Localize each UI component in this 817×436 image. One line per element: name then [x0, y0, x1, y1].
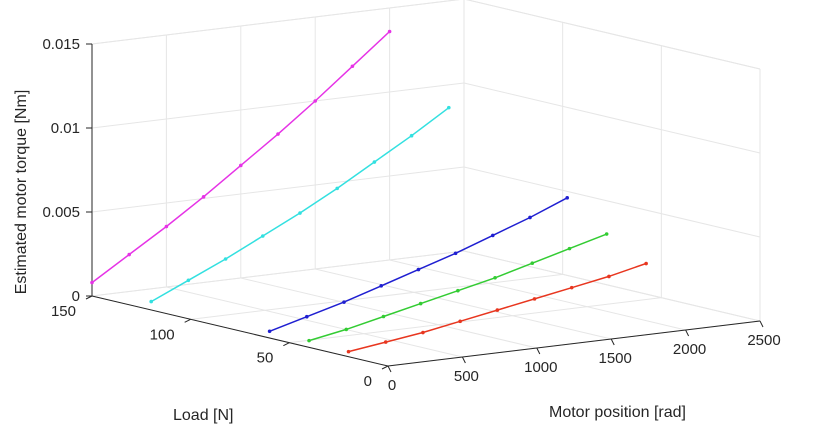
data-point [418, 301, 423, 306]
x-tick-mark-0 [387, 365, 392, 373]
x-tick-label: 1000 [524, 359, 557, 376]
data-point [409, 133, 414, 138]
data-point [381, 314, 386, 319]
back-wall-grid-z-2 [91, 82, 465, 129]
y-tick-label: 100 [150, 326, 175, 343]
data-point [267, 329, 272, 334]
x-tick-mark-4 [685, 329, 690, 337]
side-wall-grid-z-2 [463, 82, 761, 154]
side-wall-grid-z-0 [463, 250, 761, 322]
x-tick-label: 2000 [673, 341, 706, 358]
data-point [607, 274, 611, 279]
axis-layer [91, 44, 761, 367]
back-wall-grid-z-1 [91, 166, 465, 213]
data-point [335, 186, 340, 191]
data-point [383, 340, 388, 344]
data-point [344, 327, 349, 332]
data-point [350, 64, 355, 69]
y-tick-mark-0 [381, 365, 389, 370]
grid-layer [91, 0, 761, 367]
side-wall-grid-z-1 [463, 166, 761, 238]
data-point [495, 308, 500, 312]
data-point [453, 251, 458, 256]
data-point [565, 196, 569, 200]
data-point [493, 275, 497, 280]
data-point [604, 232, 609, 236]
data-point [298, 211, 302, 215]
data-point [379, 284, 384, 288]
data-point [261, 234, 265, 238]
data-point [201, 195, 206, 199]
y-tick-label: 150 [51, 303, 76, 320]
data-point [569, 285, 574, 290]
data-point [307, 338, 311, 343]
back-wall-grid-z-0 [91, 250, 465, 297]
box-top-back [91, 0, 460, 45]
data-point [458, 319, 462, 324]
floor-grid-x-4 [389, 259, 686, 331]
floor-grid-y-2 [190, 273, 563, 320]
data-point [305, 314, 309, 319]
floor-grid-x-1 [166, 286, 463, 358]
data-point [532, 297, 537, 301]
x-axis-label: Motor position [rad] [549, 404, 686, 421]
y-tick-mark-1 [283, 342, 290, 347]
x-tick-label: 500 [454, 368, 479, 385]
x-tick-label: 2500 [747, 332, 780, 349]
data-point [239, 163, 243, 168]
x-tick-mark-3 [610, 338, 615, 346]
z-tick-label: 0.015 [42, 36, 80, 53]
y-axis-line [91, 295, 389, 367]
x-tick-mark-5 [759, 320, 764, 328]
data-point [456, 288, 460, 293]
data-point [276, 132, 280, 136]
data-point [90, 280, 94, 285]
z-tick-label: 0.01 [51, 120, 80, 137]
data-point [186, 278, 191, 283]
data-point [491, 233, 495, 238]
box-top-side [466, 0, 761, 70]
x-tick-mark-2 [536, 347, 541, 355]
x-tick-label: 0 [388, 377, 396, 394]
x-axis-line [387, 320, 761, 367]
data-point [164, 224, 169, 229]
floor-grid-x-3 [315, 268, 612, 340]
data-point [387, 29, 392, 34]
data-point [313, 99, 318, 103]
data-point [342, 300, 346, 304]
data-point [644, 261, 648, 266]
data-point [447, 105, 451, 110]
floor-grid-x-2 [240, 277, 537, 349]
y-tick-label: 0 [364, 373, 372, 390]
z-tick-label: 0 [72, 288, 80, 305]
z-axis-label: Estimated motor torque [Nm] [13, 90, 30, 295]
data-point [127, 252, 131, 257]
tick-layer: 0500100015002000250005010015000.0050.010… [42, 36, 780, 394]
data-point [528, 215, 532, 220]
data-point [346, 349, 351, 354]
data-point [416, 267, 421, 272]
data-point [421, 330, 425, 335]
y-axis-label: Load [N] [173, 407, 233, 424]
y-tick-mark-2 [184, 318, 191, 323]
z-tick-label: 0.005 [42, 204, 80, 221]
data-point [223, 257, 228, 261]
series-line-3 [150, 107, 450, 303]
y-tick-label: 50 [257, 350, 274, 367]
x-tick-mark-1 [461, 356, 466, 364]
data-point [530, 261, 535, 266]
data-point [149, 299, 153, 304]
data-point [372, 160, 377, 164]
series-layer [90, 29, 648, 354]
floor-grid-y-1 [289, 297, 662, 344]
data-point [567, 246, 572, 251]
x-tick-label: 1500 [599, 350, 632, 367]
